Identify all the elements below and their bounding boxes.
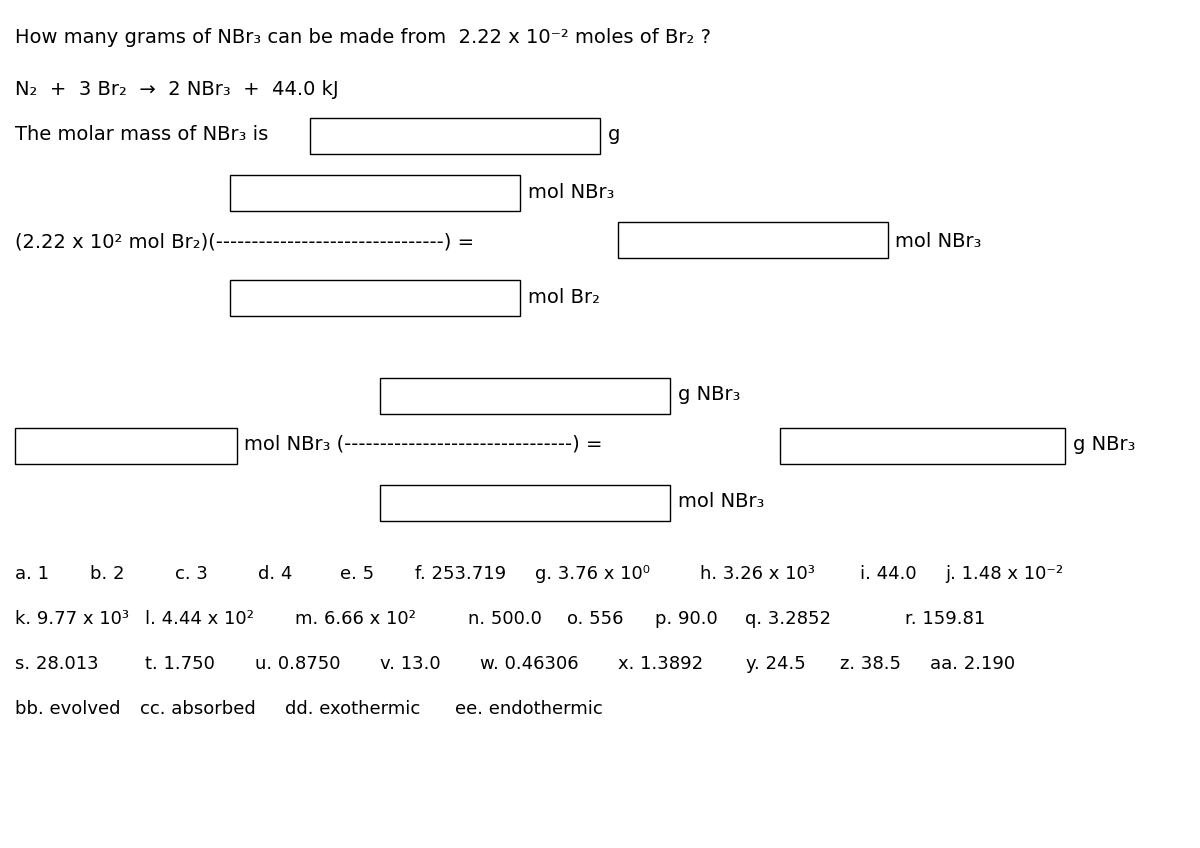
Text: x. 1.3892: x. 1.3892 [618, 655, 703, 673]
Text: d. 4: d. 4 [258, 565, 293, 583]
Text: aa. 2.190: aa. 2.190 [930, 655, 1015, 673]
Text: h. 3.26 x 10³: h. 3.26 x 10³ [700, 565, 815, 583]
Text: v. 13.0: v. 13.0 [380, 655, 440, 673]
Bar [380, 378, 670, 414]
Text: ee. endothermic: ee. endothermic [455, 700, 602, 718]
Text: g. 3.76 x 10⁰: g. 3.76 x 10⁰ [535, 565, 650, 583]
Text: l. 4.44 x 10²: l. 4.44 x 10² [145, 610, 254, 628]
Text: e. 5: e. 5 [340, 565, 374, 583]
Text: The molar mass of NBr₃ is: The molar mass of NBr₃ is [14, 125, 269, 144]
Text: g NBr₃: g NBr₃ [678, 385, 740, 404]
Text: mol NBr₃: mol NBr₃ [528, 183, 614, 202]
Text: k. 9.77 x 10³: k. 9.77 x 10³ [14, 610, 130, 628]
Text: q. 3.2852: q. 3.2852 [745, 610, 830, 628]
Text: mol NBr₃ (--------------------------------) =: mol NBr₃ (------------------------------… [244, 435, 602, 454]
Text: t. 1.750: t. 1.750 [145, 655, 215, 673]
Text: a. 1: a. 1 [14, 565, 49, 583]
Text: c. 3: c. 3 [175, 565, 208, 583]
Text: mol NBr₃: mol NBr₃ [895, 232, 982, 251]
Text: How many grams of NBr₃ can be made from  2.22 x 10⁻² moles of Br₂ ?: How many grams of NBr₃ can be made from … [14, 28, 710, 47]
Text: f. 253.719: f. 253.719 [415, 565, 506, 583]
Text: u. 0.8750: u. 0.8750 [256, 655, 341, 673]
Text: s. 28.013: s. 28.013 [14, 655, 98, 673]
Text: m. 6.66 x 10²: m. 6.66 x 10² [295, 610, 416, 628]
Text: o. 556: o. 556 [568, 610, 624, 628]
Text: bb. evolved: bb. evolved [14, 700, 120, 718]
Text: g: g [608, 125, 620, 144]
Text: j. 1.48 x 10⁻²: j. 1.48 x 10⁻² [946, 565, 1063, 583]
Bar [14, 428, 238, 464]
Text: mol Br₂: mol Br₂ [528, 288, 600, 307]
Text: dd. exothermic: dd. exothermic [286, 700, 420, 718]
Bar [380, 485, 670, 521]
Bar [230, 280, 520, 316]
Text: g NBr₃: g NBr₃ [1073, 435, 1135, 454]
Text: z. 38.5: z. 38.5 [840, 655, 901, 673]
Bar [618, 222, 888, 258]
Text: N₂  +  3 Br₂  →  2 NBr₃  +  44.0 kJ: N₂ + 3 Br₂ → 2 NBr₃ + 44.0 kJ [14, 80, 338, 99]
Text: (2.22 x 10² mol Br₂)(--------------------------------) =: (2.22 x 10² mol Br₂)(-------------------… [14, 232, 474, 251]
Text: p. 90.0: p. 90.0 [655, 610, 718, 628]
Text: w. 0.46306: w. 0.46306 [480, 655, 578, 673]
Text: r. 159.81: r. 159.81 [905, 610, 985, 628]
Bar [230, 175, 520, 211]
Text: b. 2: b. 2 [90, 565, 125, 583]
Text: mol NBr₃: mol NBr₃ [678, 492, 764, 511]
Bar [310, 118, 600, 154]
Text: n. 500.0: n. 500.0 [468, 610, 542, 628]
Bar [780, 428, 1066, 464]
Text: cc. absorbed: cc. absorbed [140, 700, 256, 718]
Text: y. 24.5: y. 24.5 [746, 655, 805, 673]
Text: i. 44.0: i. 44.0 [860, 565, 917, 583]
